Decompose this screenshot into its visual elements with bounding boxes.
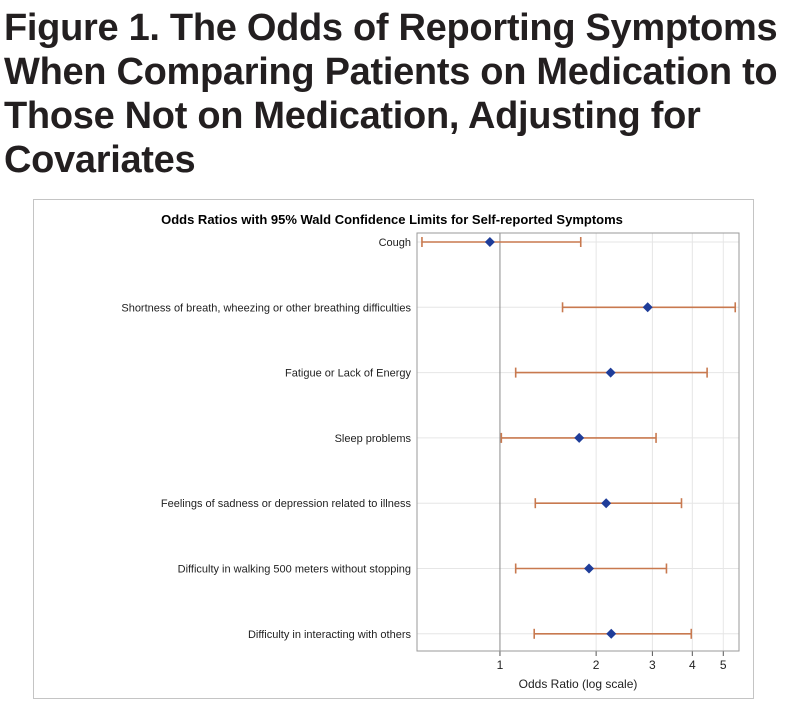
odds-ratio-marker xyxy=(601,498,612,509)
category-label: Sleep problems xyxy=(335,433,412,445)
plot-title: Odds Ratios with 95% Wald Confidence Lim… xyxy=(161,212,623,227)
category-label: Feelings of sadness or depression relate… xyxy=(161,498,412,510)
category-label: Difficulty in interacting with others xyxy=(248,629,412,641)
category-label: Shortness of breath, wheezing or other b… xyxy=(121,302,411,314)
category-label: Difficulty in walking 500 meters without… xyxy=(178,564,411,576)
x-tick-label: 4 xyxy=(689,658,696,672)
odds-ratio-marker xyxy=(605,367,616,378)
chart-frame: Odds Ratios with 95% Wald Confidence Lim… xyxy=(33,199,754,699)
odds-ratio-marker xyxy=(484,237,495,247)
category-label: Cough xyxy=(379,237,411,249)
x-tick-label: 1 xyxy=(497,658,504,672)
odds-ratio-marker xyxy=(606,628,617,639)
tick-label-layer: 1 2 3 4 5 xyxy=(497,651,727,672)
forest-plot: Odds Ratios with 95% Wald Confidence Lim… xyxy=(121,212,740,691)
odds-ratio-marker xyxy=(584,563,595,574)
x-tick-label: 5 xyxy=(720,658,727,672)
odds-ratio-marker xyxy=(574,432,585,443)
x-tick-label: 2 xyxy=(593,658,600,672)
category-label: Fatigue or Lack of Energy xyxy=(285,368,411,380)
x-axis-label: Odds Ratio (log scale) xyxy=(519,677,638,691)
category-label-layer: Cough Shortness of breath, wheezing or ot… xyxy=(121,237,411,641)
figure-title: Figure 1. The Odds of Reporting Symptoms… xyxy=(4,7,778,181)
x-tick-label: 3 xyxy=(649,658,656,672)
marker-layer xyxy=(484,237,653,639)
plot-area-border xyxy=(416,232,740,652)
odds-ratio-marker xyxy=(642,302,653,313)
grid-layer xyxy=(417,233,739,651)
